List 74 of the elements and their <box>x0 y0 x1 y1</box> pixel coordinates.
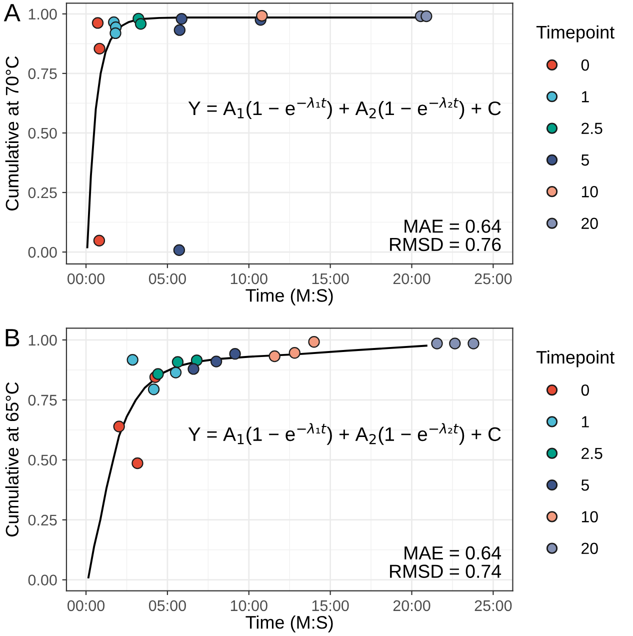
point <box>113 420 125 432</box>
point <box>229 348 241 360</box>
x-tick-label: 10:00 <box>230 273 268 284</box>
point <box>92 17 104 29</box>
x-tick-label: 25:00 <box>474 600 512 612</box>
point <box>210 356 222 368</box>
legend-label: 20 <box>582 542 598 554</box>
point <box>176 13 188 25</box>
legend-label: 2.5 <box>582 448 602 460</box>
point <box>110 27 122 40</box>
point <box>308 336 320 348</box>
y-tick-label: 0.50 <box>28 454 57 466</box>
point <box>431 338 443 350</box>
legend-title: Timepoint <box>536 350 614 368</box>
y-tick-label: 0.50 <box>28 128 57 139</box>
legend-label: 1 <box>582 91 589 102</box>
point <box>134 18 147 30</box>
x-tick-label: 05:00 <box>148 273 186 284</box>
point <box>126 354 138 366</box>
legend-title: Timepoint <box>536 25 614 42</box>
x-tick-label: 25:00 <box>474 273 512 284</box>
point <box>132 457 144 470</box>
y-tick-label: 1.00 <box>28 334 57 346</box>
y-axis-title: Cumulative at 65°C <box>5 382 19 536</box>
y-tick-label: 0.00 <box>28 246 57 258</box>
legend-label: 0 <box>581 384 590 396</box>
point <box>468 338 480 350</box>
point <box>93 234 106 246</box>
y-tick-label: 0.25 <box>28 514 57 526</box>
text: Y = A$_{1}$(1 − e$^{−λ₁t}$) + A$_{2}$(1 − e$^{−λ₂t}$) + C <box>188 423 501 445</box>
x-tick-label: 05:00 <box>148 600 186 612</box>
y-tick-label: 1.00 <box>28 8 57 20</box>
point <box>94 42 106 55</box>
y-tick-label: 0.75 <box>28 68 57 80</box>
legend-label: 10 <box>582 511 598 522</box>
legend-label: 0 <box>581 59 590 71</box>
chart-title: B <box>6 329 20 346</box>
point <box>172 356 184 368</box>
point <box>174 24 186 36</box>
x-axis-title: Time (M:S) <box>246 288 333 306</box>
legend-label: 5 <box>581 480 589 491</box>
legend-label: 20 <box>582 218 598 230</box>
x-tick-label: 20:00 <box>393 273 430 284</box>
point <box>256 10 268 22</box>
point <box>173 244 186 256</box>
point <box>449 338 461 350</box>
point <box>268 350 280 362</box>
legend-label: 10 <box>582 186 598 198</box>
chart-title: A <box>4 4 20 22</box>
point <box>420 10 432 22</box>
point <box>188 363 200 375</box>
annotation: RMSD = 0.74 <box>390 564 502 578</box>
point <box>288 347 300 359</box>
x-tick-label: 00:00 <box>67 600 105 612</box>
y-tick-label: 0.25 <box>28 187 57 198</box>
point <box>148 384 160 396</box>
x-tick-label: 10:00 <box>230 600 268 612</box>
x-tick-label: 15:00 <box>312 600 349 612</box>
x-tick-label: 20:00 <box>393 600 430 612</box>
x-tick-label: 00:00 <box>67 273 105 284</box>
legend-label: 5 <box>581 154 589 166</box>
annotation: RMSD = 0.76 <box>390 238 501 252</box>
y-axis-title: Cumulative at 70°C <box>5 56 19 211</box>
legend-label: 2.5 <box>582 122 602 134</box>
text: Y = A$_{1}$(1 − e$^{−λ₁t}$) + A$_{2}$(1 − e$^{−λ₂t}$) + C <box>188 97 501 120</box>
point <box>170 366 182 378</box>
y-tick-label: 0.75 <box>28 394 57 406</box>
x-tick-label: 15:00 <box>312 273 349 284</box>
y-tick-label: 0.00 <box>28 574 57 586</box>
legend-label: 1 <box>582 416 589 428</box>
annotation: MAE = 0.64 <box>404 546 502 560</box>
x-axis-title: Time (M:S) <box>246 616 333 632</box>
point <box>152 368 164 380</box>
annotation: MAE = 0.64 <box>404 220 502 233</box>
